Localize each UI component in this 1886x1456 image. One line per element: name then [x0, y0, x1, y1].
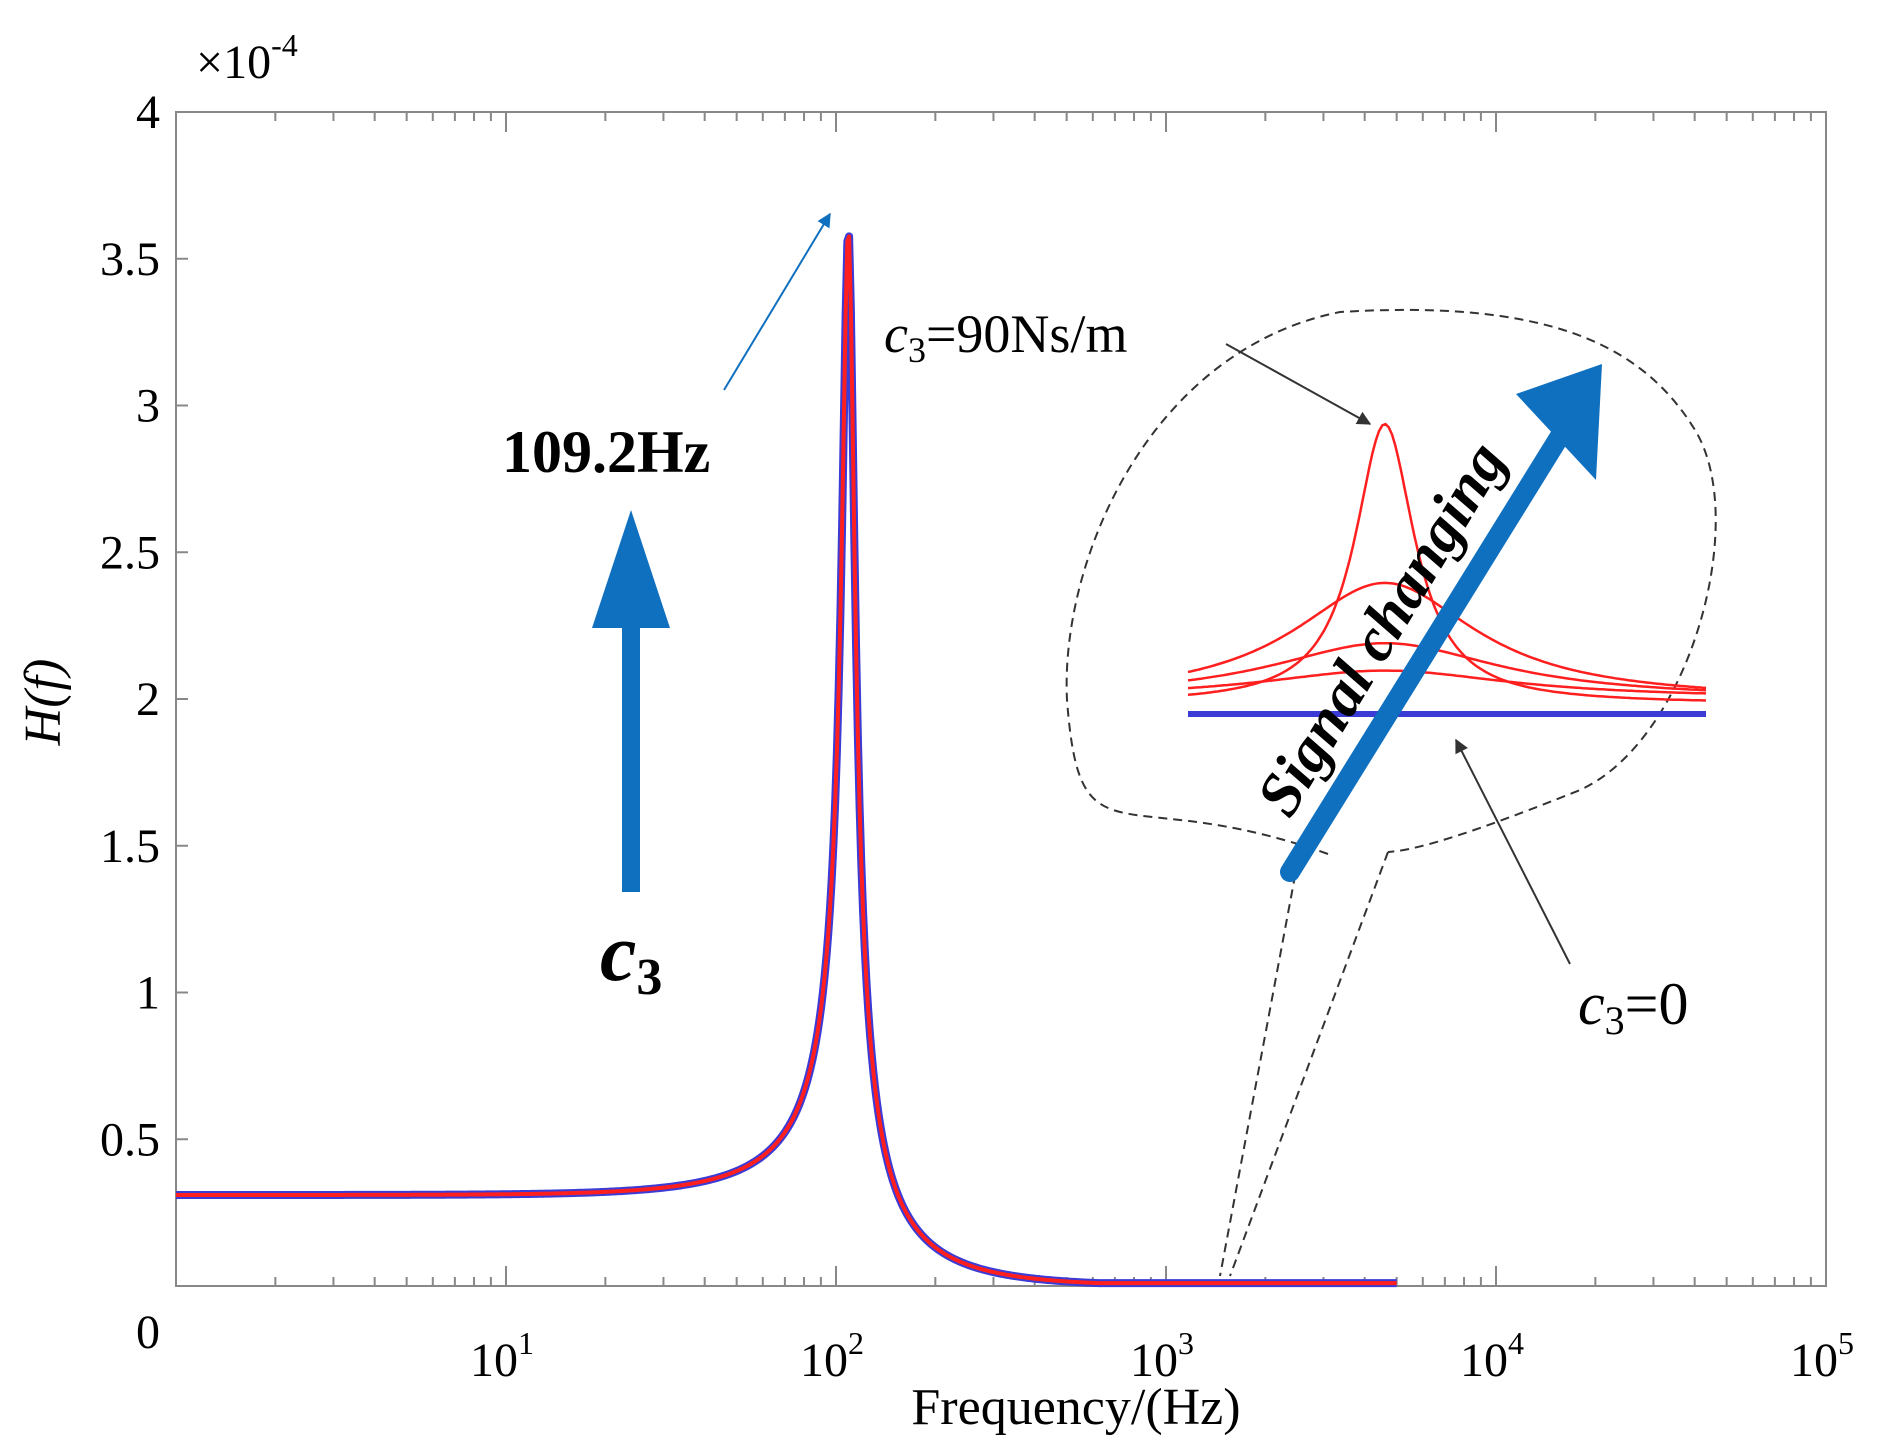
peak-frequency-label: 109.2Hz: [502, 419, 710, 485]
c3-increase-arrow-shaft: [622, 620, 640, 892]
x-axis-label: Frequency/(Hz): [911, 1379, 1240, 1436]
inset-curve: [1187, 669, 1707, 695]
inset-curve: [1187, 641, 1707, 692]
c3-max-label: c3=90Ns/m: [884, 304, 1127, 370]
y-axis-label: H(f): [15, 659, 72, 747]
inset-outline: [1065, 308, 1717, 855]
x-tick-label: 102: [800, 1325, 864, 1387]
y-tick-label: 1: [136, 967, 160, 1020]
x-tick-label: 104: [1460, 1325, 1524, 1387]
y-tick-label: 2.5: [100, 526, 160, 579]
plot-frame: [175, 111, 1827, 1287]
y-tick-label: 0: [136, 1306, 160, 1359]
inset-connector-left: [1219, 859, 1299, 1277]
x-tick-label: 105: [1790, 1325, 1854, 1387]
axis-ticks: [176, 111, 1812, 1287]
c3-increase-arrow-head: [592, 510, 670, 628]
x-tick-label: 101: [470, 1325, 534, 1387]
peak-pointer-line: [723, 212, 831, 391]
c3-parameter-label: c3: [600, 907, 662, 1006]
y-multiplier-label: ×10-4: [196, 27, 298, 89]
c3-max-pointer: [1225, 343, 1372, 425]
signal-change-arrow-head: [1516, 364, 1602, 480]
series-curves: [173, 232, 1399, 1288]
x-tick-labels: 101 102 103 104 105: [470, 1325, 1854, 1387]
c3-zero-pointer: [1455, 738, 1571, 965]
c3-zero-label: c3=0: [1578, 971, 1688, 1043]
y-tick-label: 0.5: [100, 1113, 160, 1166]
y-tick-label: 3: [136, 380, 160, 433]
y-tick-label: 4: [136, 86, 160, 139]
y-tick-label: 2: [136, 673, 160, 726]
inset-connector-right: [1229, 851, 1389, 1277]
signal-change-arrow-shaft: [1280, 426, 1570, 882]
signal-changing-label: Signal changing: [1244, 430, 1520, 827]
zoom-inset: [1065, 308, 1717, 1277]
x-tick-label: 103: [1130, 1325, 1194, 1387]
y-tick-label: 1.5: [100, 820, 160, 873]
inset-curves: [1187, 422, 1707, 717]
series-line: [173, 232, 1399, 1288]
y-tick-labels: 0 0.5 1 1.5 2 2.5 3 3.5 4: [100, 86, 160, 1359]
y-tick-label: 3.5: [100, 233, 160, 286]
series-line: [175, 234, 1397, 1286]
